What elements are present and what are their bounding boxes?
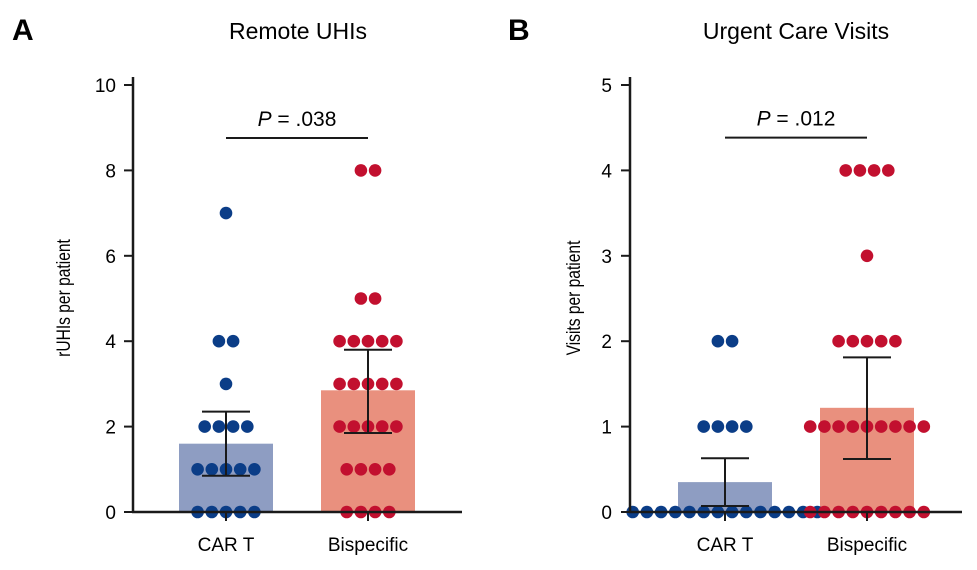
- panel-a-data-point: [368, 463, 382, 476]
- panel-a-data-point: [248, 463, 261, 476]
- panel-a-data-point: [368, 292, 382, 305]
- panel-b-data-point: [889, 420, 902, 433]
- panel-b-y-axis-label: Visits per patient: [563, 240, 585, 355]
- panel-a-data-point: [198, 420, 211, 433]
- panel-b-data-point: [889, 334, 902, 348]
- panel-a-data-point: [390, 377, 403, 391]
- panel-a-data-point: [219, 206, 233, 220]
- panel-b-data-point: [917, 420, 931, 433]
- panel-a-data-point: [375, 377, 389, 391]
- panel-a-data-point: [368, 164, 382, 177]
- panel-a-data-point: [333, 334, 346, 348]
- panel-a-data-point: [354, 292, 368, 305]
- panel-a-data-point: [340, 463, 354, 476]
- panel-a-p-value-annotation: P = .038: [258, 108, 337, 131]
- panel-a-data-point: [383, 463, 396, 476]
- panel-a-data-point: [390, 334, 403, 348]
- panel-b-y-tick-label: 2: [601, 332, 612, 353]
- panel-a-data-point: [361, 334, 375, 348]
- panel-a-data-point: [212, 420, 226, 433]
- panel-b-y-tick-label: 1: [601, 418, 612, 439]
- panel-b-data-point: [860, 334, 874, 348]
- panel-b-data-point: [867, 164, 881, 177]
- panel-a-data-point: [241, 420, 254, 433]
- panel-b-data-point: [846, 420, 860, 433]
- panel-b-chart: 0 1 2 3 4 5 CAR T Bispecific P = .012: [601, 76, 962, 556]
- panel-a-p-value: = .038: [272, 108, 337, 131]
- panel-b-x-tick-label: Bispecific: [827, 535, 907, 556]
- panel-a-data-point: [333, 420, 346, 433]
- panel-b-y-tick-label: 4: [601, 161, 612, 182]
- panel-b-title: Urgent Care Visits: [703, 18, 889, 44]
- panel-b-data-point: [839, 164, 852, 177]
- panel-a-x-tick-label: CAR T: [198, 535, 255, 556]
- panel-b-letter: B: [508, 14, 530, 47]
- panel-b-y-tick-label: 5: [601, 76, 612, 97]
- panel-a-data-point: [212, 334, 226, 348]
- panel-a-title: Remote UHIs: [229, 18, 367, 44]
- panel-a-data-point: [347, 420, 361, 433]
- panel-b-data-point: [846, 334, 860, 348]
- panel-b-data-point: [874, 334, 888, 348]
- panel-b-x-tick-label: CAR T: [697, 535, 754, 556]
- panel-a-y-tick-label: 0: [105, 503, 116, 524]
- panel-a-y-tick-label: 2: [105, 418, 116, 439]
- panel-b-p-value: = .012: [771, 108, 836, 131]
- panel-a-data-point: [390, 420, 403, 433]
- panel-a-data-point: [347, 377, 361, 391]
- panel-b-data-point: [725, 420, 739, 433]
- panel-a-y-tick-label: 8: [105, 161, 116, 182]
- panel-a-data-point: [375, 334, 389, 348]
- panel-a-chart: 0 2 4 6 8 10 CAR T Bispecific P = .038: [95, 76, 462, 556]
- panel-a-data-point: [219, 377, 233, 391]
- panel-a-data-point: [354, 164, 368, 177]
- panel-a-p-label: P: [258, 108, 272, 131]
- panel-a-data-point: [333, 377, 346, 391]
- panel-b-data-point: [853, 164, 867, 177]
- panel-b-data-point: [740, 420, 753, 433]
- panel-a-y-axis-label: rUHIs per patient: [53, 239, 75, 357]
- panel-a-data-point: [191, 463, 204, 476]
- panel-b-data-point: [903, 420, 916, 433]
- panel-a-y-tick-label: 4: [105, 332, 116, 353]
- panel-b-data-point: [832, 334, 845, 348]
- panel-b-data-point: [711, 420, 725, 433]
- panel-a-data-point: [226, 334, 240, 348]
- panel-a-y-tick-label: 6: [105, 247, 116, 268]
- panel-b-data-point: [803, 420, 817, 433]
- panel-b-data-point: [860, 249, 874, 263]
- panel-b-data-point: [711, 334, 725, 348]
- panel-a-data-point: [205, 463, 219, 476]
- panel-b-data-point: [818, 420, 831, 433]
- panel-a-data-point: [226, 420, 240, 433]
- panel-a-data-point: [375, 420, 389, 433]
- panel-a-letter: A: [12, 14, 34, 47]
- panel-b-data-point: [832, 420, 845, 433]
- panel-b-y-tick-label: 0: [601, 503, 612, 524]
- panel-b-p-label: P: [757, 108, 771, 131]
- panel-a-y-tick-label: 10: [95, 76, 116, 97]
- panel-b-data-point: [882, 164, 895, 177]
- panel-a-data-point: [354, 463, 368, 476]
- panel-b-y-tick-label: 3: [601, 247, 612, 268]
- panel-b-data-point: [874, 420, 888, 433]
- panel-a-x-tick-label: Bispecific: [328, 535, 408, 556]
- panel-a-data-point: [347, 334, 361, 348]
- panel-a-data-point: [233, 463, 247, 476]
- panel-b-data-point: [697, 420, 710, 433]
- panel-b-data-point: [725, 334, 739, 348]
- panel-b-p-value-annotation: P = .012: [757, 108, 836, 131]
